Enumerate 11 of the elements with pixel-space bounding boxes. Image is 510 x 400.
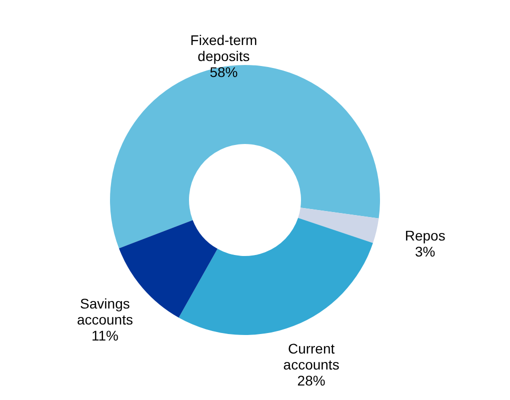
slice-label: Fixed-term deposits <box>190 32 258 64</box>
data-label: 58% <box>210 64 238 80</box>
slice-label: Current accounts <box>283 340 340 372</box>
data-label: 11% <box>91 328 118 344</box>
data-label: 3% <box>414 244 436 260</box>
slice-label: Savings accounts <box>76 296 133 328</box>
donut-slice <box>298 208 379 244</box>
data-label: 28% <box>297 372 326 388</box>
donut-slice <box>178 218 373 335</box>
donut-slice <box>110 65 380 248</box>
slice-label: Repos <box>404 228 446 244</box>
